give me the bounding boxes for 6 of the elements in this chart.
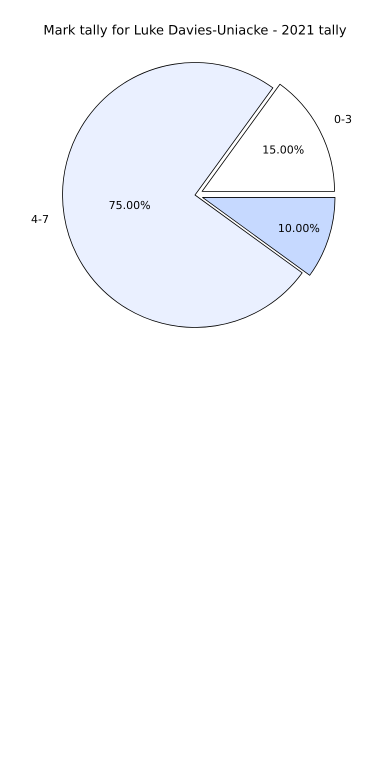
chart-title: Mark tally for Luke Davies-Uniacke - 2021 tally xyxy=(43,24,347,39)
data-label: 10.00% xyxy=(278,222,320,236)
slice-label: 0-3 xyxy=(334,113,352,126)
slice-label: 4-7 xyxy=(31,213,49,226)
data-label: 15.00% xyxy=(262,144,304,157)
data-label: 75.00% xyxy=(108,198,151,212)
